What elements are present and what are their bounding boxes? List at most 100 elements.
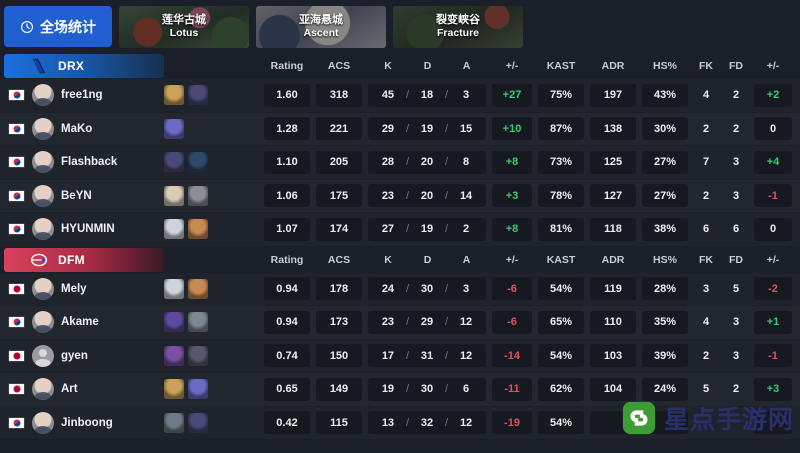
- table-row[interactable]: Jinboong 0.42 115 13 / 32 / 12 -19 54%: [0, 406, 800, 440]
- column-header-adr[interactable]: ADR: [601, 253, 625, 266]
- table-row[interactable]: BeYN 1.06 175 23/20/14 +3 78% 127 27% 2 3 -1: [0, 179, 800, 213]
- agent-icon: [164, 345, 184, 366]
- stat-fd: 3: [732, 316, 740, 329]
- stat-deaths: 20: [420, 156, 434, 169]
- player-stats: 1.10 205 28 / 20 / 8 +8 73% 125 27% 7 3 +4: [264, 150, 792, 174]
- stat-rating: 0.74: [264, 344, 310, 368]
- tab-overall-stats[interactable]: 全场统计: [4, 6, 112, 47]
- stat-fd: 6: [732, 223, 740, 236]
- tab-map-lotus[interactable]: 莲华古城 Lotus: [119, 5, 249, 48]
- kda-separator: /: [405, 416, 409, 429]
- column-header-kd-diff[interactable]: +/-: [505, 60, 519, 72]
- player-name[interactable]: Mely: [61, 282, 87, 295]
- stat-assists: 12: [459, 349, 473, 362]
- column-header-a[interactable]: A: [462, 60, 471, 72]
- column-header-a[interactable]: A: [462, 253, 471, 266]
- table-row[interactable]: Akame 0.94 173 23 / 29 / 12 -6 65% 110 35% 4 3 +1: [0, 306, 800, 340]
- kda-separator: /: [445, 416, 449, 429]
- table-row[interactable]: Flashback 1.10 205 28 / 20 / 8 +8 73% 125 27% 7 3 +4: [0, 146, 800, 180]
- column-header-acs[interactable]: ACS: [327, 60, 351, 72]
- stat-kills: 23: [381, 189, 395, 202]
- table-row[interactable]: HYUNMIN 1.07 174 27 / 19 / 2 +8 81% 118 38% 6 6 0: [0, 213, 800, 247]
- avatar: [32, 184, 54, 207]
- stat-fd: 3: [732, 156, 740, 169]
- stat-kast: 54%: [538, 277, 584, 301]
- stat-adr: 125: [590, 150, 636, 174]
- column-header-rating[interactable]: Rating: [270, 60, 304, 72]
- player-info: MaKo: [0, 117, 264, 140]
- column-header-fk-diff[interactable]: +/-: [766, 253, 780, 266]
- column-header-fd[interactable]: FD: [729, 253, 743, 266]
- column-header-fk[interactable]: FK: [699, 60, 713, 72]
- stat-kd-diff: +10: [492, 117, 532, 141]
- avatar: [32, 311, 54, 334]
- agent-icon: [188, 152, 208, 173]
- column-header-kast[interactable]: KAST: [546, 60, 576, 72]
- kda-separator: /: [445, 383, 449, 396]
- player-name[interactable]: gyen: [61, 349, 88, 362]
- player-info: Mely: [0, 277, 264, 300]
- table-row[interactable]: MaKo 1.28 221 29 / 19 / 15 +10 87% 138 30% 2 2 0: [0, 112, 800, 146]
- column-header-d[interactable]: D: [423, 60, 432, 72]
- column-header-kast[interactable]: KAST: [546, 253, 576, 266]
- stat-assists: 2: [463, 223, 470, 236]
- flag-jp-icon: [8, 349, 25, 362]
- stat-fk: 4: [702, 316, 710, 329]
- player-info: free1ng: [0, 84, 264, 107]
- stat-acs: 318: [316, 83, 362, 107]
- column-header-acs[interactable]: ACS: [327, 253, 351, 266]
- column-header-d[interactable]: D: [423, 253, 432, 266]
- stat-assists: 12: [459, 416, 473, 429]
- column-header-hs[interactable]: HS%: [653, 60, 677, 72]
- stat-kda: 29 / 19 / 15: [368, 117, 486, 141]
- player-info: Flashback: [0, 151, 264, 174]
- avatar: [32, 277, 54, 300]
- flag-jp-icon: [8, 383, 25, 396]
- column-header-rating[interactable]: Rating: [270, 253, 304, 266]
- table-row[interactable]: free1ng 1.60 318 45 / 18 / 3 +27 75% 197 43% 4 2 +2: [0, 79, 800, 113]
- column-header-hs[interactable]: HS%: [653, 253, 677, 266]
- player-name[interactable]: HYUNMIN: [61, 223, 115, 236]
- player-name[interactable]: Flashback: [61, 156, 118, 169]
- column-header-k[interactable]: K: [384, 60, 392, 72]
- column-header-adr[interactable]: ADR: [601, 60, 625, 72]
- player-name[interactable]: free1ng: [61, 89, 103, 102]
- stat-fd: 5: [732, 282, 740, 295]
- stat-deaths: 19: [420, 122, 434, 135]
- player-name[interactable]: Jinboong: [61, 416, 113, 429]
- player-name[interactable]: Art: [61, 383, 78, 396]
- stat-kills: 17: [381, 349, 395, 362]
- stat-fk-diff: 0: [754, 217, 792, 241]
- player-name[interactable]: BeYN: [61, 189, 92, 202]
- stat-assists: 6: [463, 383, 470, 396]
- stat-rating: 0.42: [264, 411, 310, 435]
- column-header-fk-diff[interactable]: +/-: [766, 60, 780, 72]
- player-name[interactable]: Akame: [61, 316, 99, 329]
- stat-adr: 103: [590, 344, 636, 368]
- stat-acs: 205: [316, 150, 362, 174]
- stat-kills: 27: [381, 223, 395, 236]
- stat-deaths: 29: [420, 316, 434, 329]
- column-header-fd[interactable]: FD: [729, 60, 743, 72]
- player-name[interactable]: MaKo: [61, 122, 93, 135]
- tab-map-ascent[interactable]: 亚海悬城 Ascent: [256, 5, 386, 48]
- stat-acs: 221: [316, 117, 362, 141]
- column-header-k[interactable]: K: [384, 253, 392, 266]
- kda-separator: /: [445, 282, 449, 295]
- stat-kd-diff: -14: [492, 344, 532, 368]
- table-row[interactable]: Art 0.65 149 19 / 30 / 6 -11 62% 104 24% 5 2 +3: [0, 373, 800, 407]
- table-row[interactable]: gyen 0.74 150 17 / 31 / 12 -14 54% 103 39% 2 3 -1: [0, 339, 800, 373]
- stat-acs: 178: [316, 277, 362, 301]
- stat-fk-diff: +1: [754, 310, 792, 334]
- team-header-drx: DRX Rating ACS K D A +/- KAST ADR HS% FK FD +/-: [0, 53, 800, 79]
- column-header-fk[interactable]: FK: [699, 253, 713, 266]
- team-pill-drx[interactable]: DRX: [4, 54, 164, 78]
- kda-separator: /: [445, 349, 449, 362]
- tab-map-fracture[interactable]: 裂变峡谷 Fracture: [393, 5, 523, 48]
- stat-rating: 0.65: [264, 377, 310, 401]
- table-row[interactable]: Mely 0.94 178 24 / 30 / 3 -6 54% 119 28% 3 5 -2: [0, 272, 800, 306]
- team-pill-dfm[interactable]: DFM: [4, 247, 164, 272]
- team-name: DRX: [58, 59, 85, 73]
- column-header-kd-diff[interactable]: +/-: [505, 253, 519, 266]
- map-name-cn: 亚海悬城: [299, 13, 343, 26]
